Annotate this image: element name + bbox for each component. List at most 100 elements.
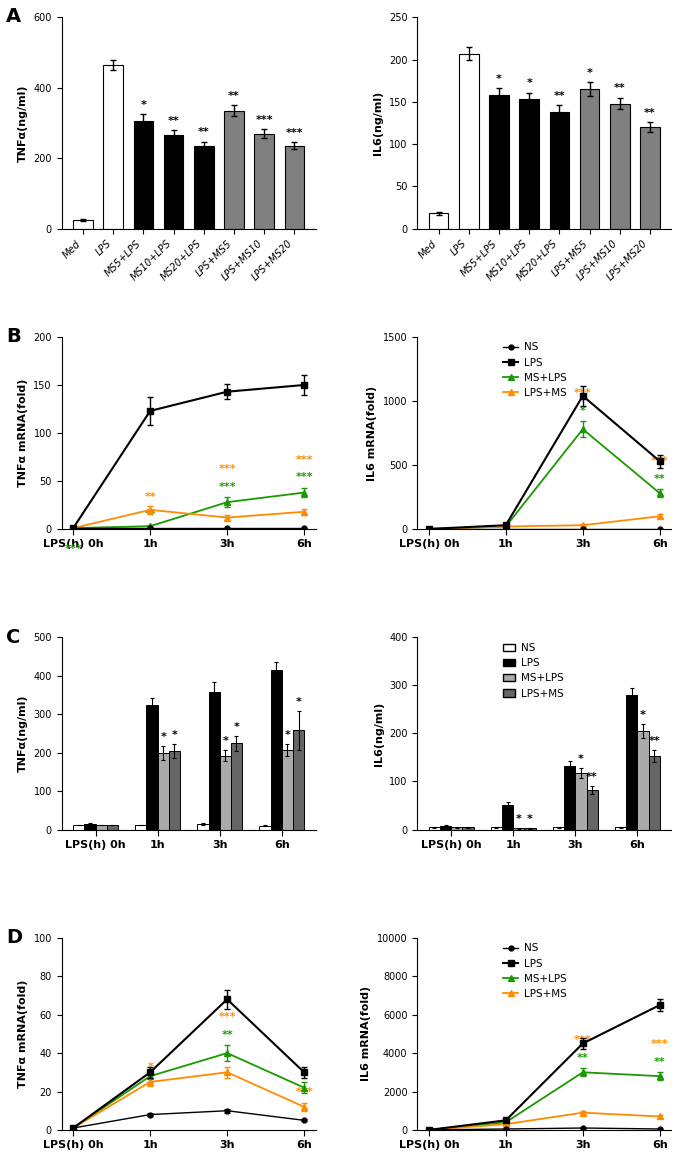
Bar — [147, 706, 158, 829]
Text: ***: *** — [64, 544, 82, 555]
Text: *: * — [526, 78, 532, 89]
Bar — [107, 824, 118, 829]
Text: ***: *** — [286, 128, 303, 138]
Bar — [462, 827, 473, 829]
Bar — [489, 95, 509, 228]
Bar — [440, 826, 451, 829]
Text: ***: *** — [574, 1035, 592, 1046]
Text: **: ** — [168, 115, 179, 126]
Bar — [95, 824, 107, 829]
Bar — [525, 828, 536, 829]
Bar — [640, 127, 660, 228]
Legend: NS, LPS, MS+LPS, LPS+MS: NS, LPS, MS+LPS, LPS+MS — [499, 940, 571, 1003]
Text: *: * — [171, 730, 177, 740]
Text: **: ** — [614, 83, 625, 93]
Bar — [260, 826, 271, 829]
Text: *: * — [580, 406, 586, 416]
Text: *: * — [140, 100, 147, 110]
Y-axis label: IL6 mRNA(fold): IL6 mRNA(fold) — [362, 986, 371, 1082]
Bar — [169, 751, 180, 829]
Text: B: B — [5, 327, 21, 346]
Text: *: * — [586, 68, 593, 78]
Y-axis label: TNFα(ng/ml): TNFα(ng/ml) — [18, 84, 28, 161]
Y-axis label: IL6(ng/ml): IL6(ng/ml) — [373, 91, 384, 156]
Bar — [513, 828, 525, 829]
Text: ***: *** — [295, 1087, 313, 1098]
Bar — [158, 753, 169, 829]
Bar — [73, 824, 84, 829]
Y-axis label: IL6 mRNA(fold): IL6 mRNA(fold) — [367, 385, 377, 481]
Legend: NS, LPS, MS+LPS, LPS+MS: NS, LPS, MS+LPS, LPS+MS — [499, 338, 571, 402]
Text: **: ** — [145, 510, 156, 520]
Bar — [224, 111, 244, 228]
Bar — [429, 827, 440, 829]
Bar — [135, 824, 147, 829]
Text: *: * — [578, 754, 584, 764]
Legend: NS, LPS, MS+LPS, LPS+MS: NS, LPS, MS+LPS, LPS+MS — [499, 639, 567, 702]
Bar — [231, 744, 242, 829]
Bar — [649, 756, 660, 829]
Text: *: * — [516, 814, 522, 823]
Text: ***: *** — [295, 454, 313, 465]
Bar — [615, 827, 626, 829]
Text: ***: *** — [651, 457, 669, 466]
Bar — [73, 220, 93, 228]
Bar — [451, 827, 462, 829]
Bar — [564, 766, 575, 829]
Bar — [194, 146, 214, 228]
Text: *: * — [160, 732, 166, 741]
Text: ***: *** — [651, 1039, 669, 1049]
Bar — [271, 670, 282, 829]
Y-axis label: IL6(ng/ml): IL6(ng/ml) — [373, 701, 384, 766]
Text: ***: *** — [574, 389, 592, 399]
Text: *: * — [527, 814, 533, 823]
Text: **: ** — [221, 1030, 233, 1040]
Bar — [84, 823, 95, 829]
Text: **: ** — [648, 737, 660, 746]
Text: **: ** — [586, 773, 598, 783]
Bar — [580, 89, 599, 228]
Text: **: ** — [553, 91, 565, 101]
Bar — [282, 749, 293, 829]
Text: **: ** — [644, 108, 656, 118]
Bar — [164, 135, 184, 228]
Text: **: ** — [654, 474, 666, 483]
Text: **: ** — [228, 91, 240, 101]
Text: ***: *** — [219, 1012, 236, 1023]
Text: **: ** — [577, 1053, 588, 1063]
Bar — [626, 695, 638, 829]
Text: *: * — [223, 736, 228, 746]
Bar — [575, 773, 586, 829]
Text: ***: *** — [219, 482, 236, 491]
Bar — [134, 121, 153, 228]
Bar — [293, 730, 304, 829]
Text: **: ** — [654, 1056, 666, 1067]
Text: **: ** — [145, 492, 156, 503]
Text: ***: *** — [256, 115, 273, 125]
Y-axis label: TNFα(ng/ml): TNFα(ng/ml) — [18, 695, 28, 773]
Bar — [103, 65, 123, 228]
Y-axis label: TNFα mRNA(fold): TNFα mRNA(fold) — [18, 379, 28, 488]
Y-axis label: TNFα mRNA(fold): TNFα mRNA(fold) — [18, 980, 28, 1088]
Text: *: * — [284, 730, 290, 740]
Bar — [549, 112, 569, 228]
Bar — [638, 731, 649, 829]
Text: *: * — [296, 698, 301, 707]
Text: D: D — [5, 928, 22, 948]
Text: *: * — [640, 710, 646, 719]
Text: **: ** — [198, 127, 210, 137]
Bar — [429, 213, 449, 228]
Text: *: * — [147, 1062, 153, 1072]
Text: A: A — [5, 7, 21, 25]
Text: ***: *** — [295, 472, 313, 482]
Bar — [519, 99, 539, 228]
Bar — [220, 755, 231, 829]
Text: C: C — [5, 627, 20, 647]
Text: ***: *** — [219, 465, 236, 474]
Bar — [491, 827, 502, 829]
Bar — [586, 790, 598, 829]
Bar — [208, 692, 220, 829]
Text: *: * — [496, 74, 502, 84]
Bar — [502, 806, 513, 829]
Bar — [284, 146, 304, 228]
